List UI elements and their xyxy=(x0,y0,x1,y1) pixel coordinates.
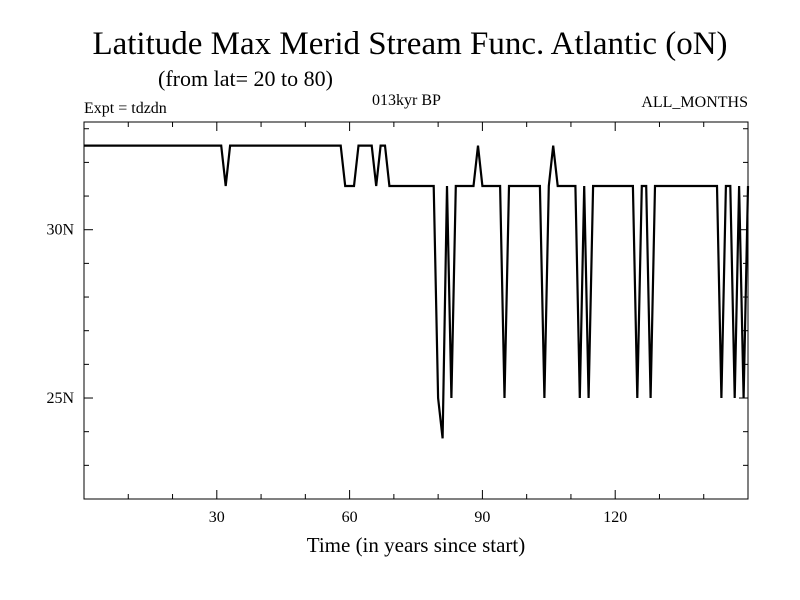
axis-ticks xyxy=(84,122,748,500)
x-tick-label: 30 xyxy=(209,509,225,526)
y-tick-label: 30N xyxy=(46,222,74,239)
chart-subtitle: (from lat= 20 to 80) xyxy=(158,66,333,91)
y-tick-label: 25N xyxy=(46,390,74,407)
x-tick-label: 90 xyxy=(474,509,490,526)
x-tick-label: 60 xyxy=(342,509,358,526)
chart-title: Latitude Max Merid Stream Func. Atlantic… xyxy=(92,26,728,62)
months-label: ALL_MONTHS xyxy=(641,94,748,111)
axis-tick-labels: 30 60 90 120 25N 30N xyxy=(46,222,627,526)
x-axis-label: Time (in years since start) xyxy=(307,533,526,557)
x-tick-label: 120 xyxy=(603,509,627,526)
plot-frame xyxy=(83,121,749,500)
period-label: 013kyr BP xyxy=(372,92,441,109)
series-line xyxy=(84,144,750,439)
experiment-label: Expt = tdzdn xyxy=(84,100,167,117)
